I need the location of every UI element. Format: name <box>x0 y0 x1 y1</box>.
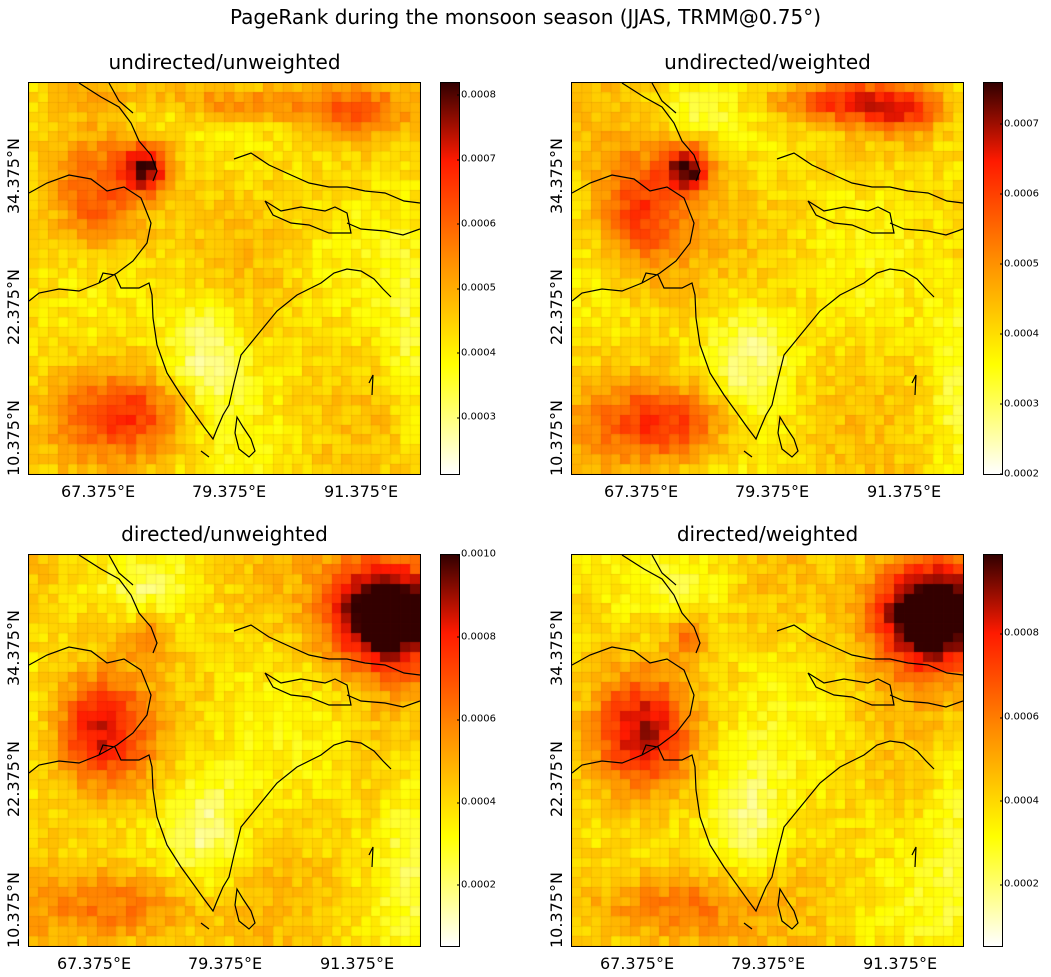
panel-directed-unweighted: directed/unweighted 67.375°E 79.375°E 91… <box>0 472 520 973</box>
panel-directed-weighted: directed/weighted 67.375°E 79.375°E 91.3… <box>543 472 1051 973</box>
colorbar-tick-label: 0.0008 <box>1000 627 1039 639</box>
y-tick-label: 34.375°N <box>4 610 23 686</box>
colorbar-tick-label: 0.0006 <box>1000 188 1039 200</box>
x-tick-label: 67.375°E <box>603 482 679 501</box>
colorbar-tick-label: 0.0002 <box>1000 468 1039 480</box>
x-tick-label: 91.375°E <box>862 954 938 973</box>
heatmap-area <box>28 554 421 947</box>
coastline-overlay <box>572 555 963 930</box>
coastline <box>572 83 963 458</box>
y-tick-label: 34.375°N <box>4 138 23 214</box>
colorbar <box>440 82 460 475</box>
y-tick-label: 22.375°N <box>4 741 23 817</box>
x-tick-label: 79.375°E <box>734 482 810 501</box>
colorbar-tick-label: 0.0008 <box>457 89 496 101</box>
colorbar-tick-label: 0.0007 <box>1000 118 1039 130</box>
x-tick-label: 67.375°E <box>60 482 136 501</box>
x-tick-label: 67.375°E <box>56 954 132 973</box>
heatmap-area <box>571 554 964 947</box>
heatmap-grid <box>572 83 963 474</box>
heatmap-grid <box>29 555 420 946</box>
colorbar-tick-label: 0.0006 <box>457 218 496 230</box>
coastline-overlay <box>29 555 420 930</box>
colorbar-tick-label: 0.0004 <box>1000 328 1039 340</box>
coastline <box>29 555 420 930</box>
y-tick-label: 22.375°N <box>547 741 566 817</box>
heatmap-grid <box>29 83 420 474</box>
panel-undirected-unweighted: undirected/unweighted 67.375°E 79.375°E … <box>0 0 520 501</box>
y-tick-label: 10.375°N <box>4 872 23 948</box>
panel-title: undirected/weighted <box>664 50 871 74</box>
x-tick-label: 91.375°E <box>323 482 399 501</box>
heatmap-area <box>571 82 964 475</box>
coastline-overlay <box>572 83 963 458</box>
colorbar-tick-label: 0.0002 <box>457 879 496 891</box>
x-tick-label: 67.375°E <box>599 954 675 973</box>
y-tick-label: 10.375°N <box>547 400 566 476</box>
x-tick-label: 91.375°E <box>866 482 942 501</box>
y-tick-label: 34.375°N <box>547 138 566 214</box>
coastline <box>572 555 963 930</box>
y-tick-label: 10.375°N <box>4 400 23 476</box>
panel-title: undirected/unweighted <box>108 50 341 74</box>
colorbar-tick-label: 0.0008 <box>457 631 496 643</box>
x-tick-label: 91.375°E <box>319 954 395 973</box>
colorbar <box>440 554 460 947</box>
colorbar-tick-label: 0.0006 <box>457 713 496 725</box>
colorbar-tick-label: 0.0004 <box>457 796 496 808</box>
x-tick-label: 79.375°E <box>187 954 263 973</box>
y-tick-label: 10.375°N <box>547 872 566 948</box>
y-tick-label: 22.375°N <box>547 269 566 345</box>
colorbar-tick-label: 0.0003 <box>457 411 496 423</box>
y-tick-label: 22.375°N <box>4 269 23 345</box>
heatmap-area <box>28 82 421 475</box>
figure-title: PageRank during the monsoon season (JJAS… <box>229 5 822 29</box>
colorbar-tick-label: 0.0005 <box>457 282 496 294</box>
panel-undirected-weighted: undirected/weighted 67.375°E 79.375°E 91… <box>543 0 1051 501</box>
x-tick-label: 79.375°E <box>730 954 806 973</box>
colorbar-tick-label: 0.0010 <box>457 548 496 560</box>
heatmap-grid <box>572 555 963 946</box>
coastline-overlay <box>29 83 420 458</box>
y-tick-label: 34.375°N <box>547 610 566 686</box>
panel-title: directed/weighted <box>676 522 859 546</box>
colorbar-tick-label: 0.0006 <box>1000 711 1039 723</box>
x-tick-label: 79.375°E <box>191 482 267 501</box>
colorbar-tick-label: 0.0004 <box>457 347 496 359</box>
colorbar-tick-label: 0.0003 <box>1000 398 1039 410</box>
coastline <box>29 83 420 458</box>
colorbar-tick-label: 0.0004 <box>1000 795 1039 807</box>
colorbar <box>983 554 1003 947</box>
colorbar-tick-label: 0.0005 <box>1000 258 1039 270</box>
colorbar-tick-label: 0.0002 <box>1000 878 1039 890</box>
panel-title: directed/unweighted <box>121 522 328 546</box>
colorbar-tick-label: 0.0007 <box>457 153 496 165</box>
colorbar <box>983 82 1003 475</box>
